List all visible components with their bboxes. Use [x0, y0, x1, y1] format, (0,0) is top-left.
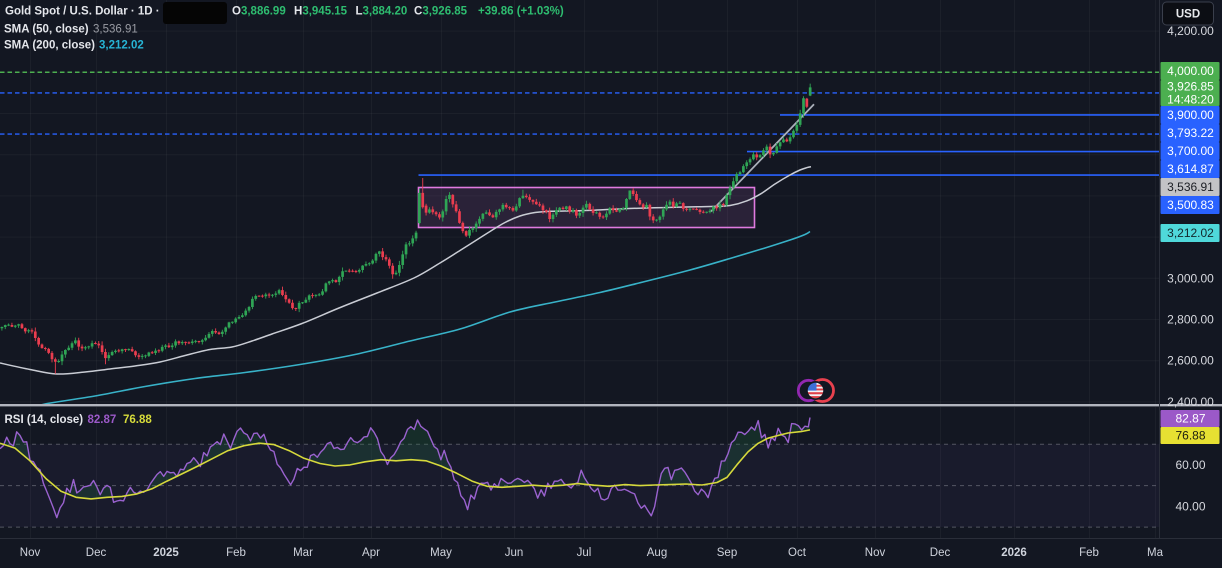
svg-text:3,500.83: 3,500.83: [1167, 198, 1214, 212]
svg-text:3,212.02: 3,212.02: [1167, 226, 1214, 240]
svg-text:Gold Spot / U.S. Dollar · 1D ·: Gold Spot / U.S. Dollar · 1D ·: [5, 6, 160, 18]
svg-text:Aug: Aug: [647, 547, 667, 559]
svg-text:C3,926.85: C3,926.85: [414, 6, 468, 18]
svg-text:2,400.00: 2,400.00: [1167, 395, 1214, 409]
svg-text:2,600.00: 2,600.00: [1167, 354, 1214, 368]
svg-text:40.00: 40.00: [1175, 499, 1205, 513]
svg-text:Oct: Oct: [788, 547, 807, 559]
svg-text:3,536.91: 3,536.91: [1167, 180, 1214, 194]
svg-text:3,536.91: 3,536.91: [93, 24, 138, 36]
svg-text:May: May: [430, 547, 452, 559]
svg-text:Mar: Mar: [293, 547, 313, 559]
svg-text:Dec: Dec: [930, 547, 951, 559]
svg-text:3,793.22: 3,793.22: [1167, 126, 1214, 140]
svg-text:USD: USD: [1176, 9, 1200, 21]
svg-text:3,900.00: 3,900.00: [1167, 108, 1214, 122]
svg-text:60.00: 60.00: [1175, 458, 1205, 472]
svg-text:Feb: Feb: [226, 547, 246, 559]
svg-text:Dec: Dec: [86, 547, 107, 559]
svg-text:76.88: 76.88: [123, 414, 152, 426]
svg-text:3,700.00: 3,700.00: [1167, 144, 1214, 158]
svg-text:Ma: Ma: [1147, 547, 1164, 559]
svg-text:L3,884.20: L3,884.20: [356, 6, 408, 18]
svg-text:3,926.85: 3,926.85: [1167, 80, 1214, 94]
svg-text:+39.86 (+1.03%): +39.86 (+1.03%): [478, 6, 564, 18]
svg-text:H3,945.15: H3,945.15: [294, 6, 348, 18]
svg-text:4,200.00: 4,200.00: [1167, 24, 1214, 38]
svg-text:SMA (200, close): SMA (200, close): [4, 40, 95, 52]
svg-text:Nov: Nov: [20, 547, 41, 559]
svg-text:Jul: Jul: [577, 547, 592, 559]
svg-text:82.87: 82.87: [1175, 412, 1205, 426]
svg-text:2025: 2025: [153, 547, 179, 559]
svg-text:2026: 2026: [1001, 547, 1027, 559]
svg-text:Jun: Jun: [505, 547, 524, 559]
svg-text:3,614.87: 3,614.87: [1167, 162, 1214, 176]
svg-text:Sep: Sep: [717, 547, 737, 559]
svg-text:4,000.00: 4,000.00: [1167, 64, 1214, 78]
svg-text:O3,886.99: O3,886.99: [232, 6, 286, 18]
svg-text:3,000.00: 3,000.00: [1167, 271, 1214, 285]
svg-text:76.88: 76.88: [1175, 429, 1205, 443]
svg-text:3,212.02: 3,212.02: [99, 40, 144, 52]
svg-text:Apr: Apr: [362, 547, 380, 559]
svg-text:14:48:20: 14:48:20: [1167, 93, 1214, 107]
svg-text:Feb: Feb: [1079, 547, 1099, 559]
svg-text:SMA (50, close): SMA (50, close): [4, 24, 89, 36]
svg-text:82.87: 82.87: [88, 414, 117, 426]
svg-text:RSI (14, close): RSI (14, close): [5, 414, 84, 426]
svg-text:Nov: Nov: [865, 547, 886, 559]
svg-text:2,800.00: 2,800.00: [1167, 313, 1214, 327]
